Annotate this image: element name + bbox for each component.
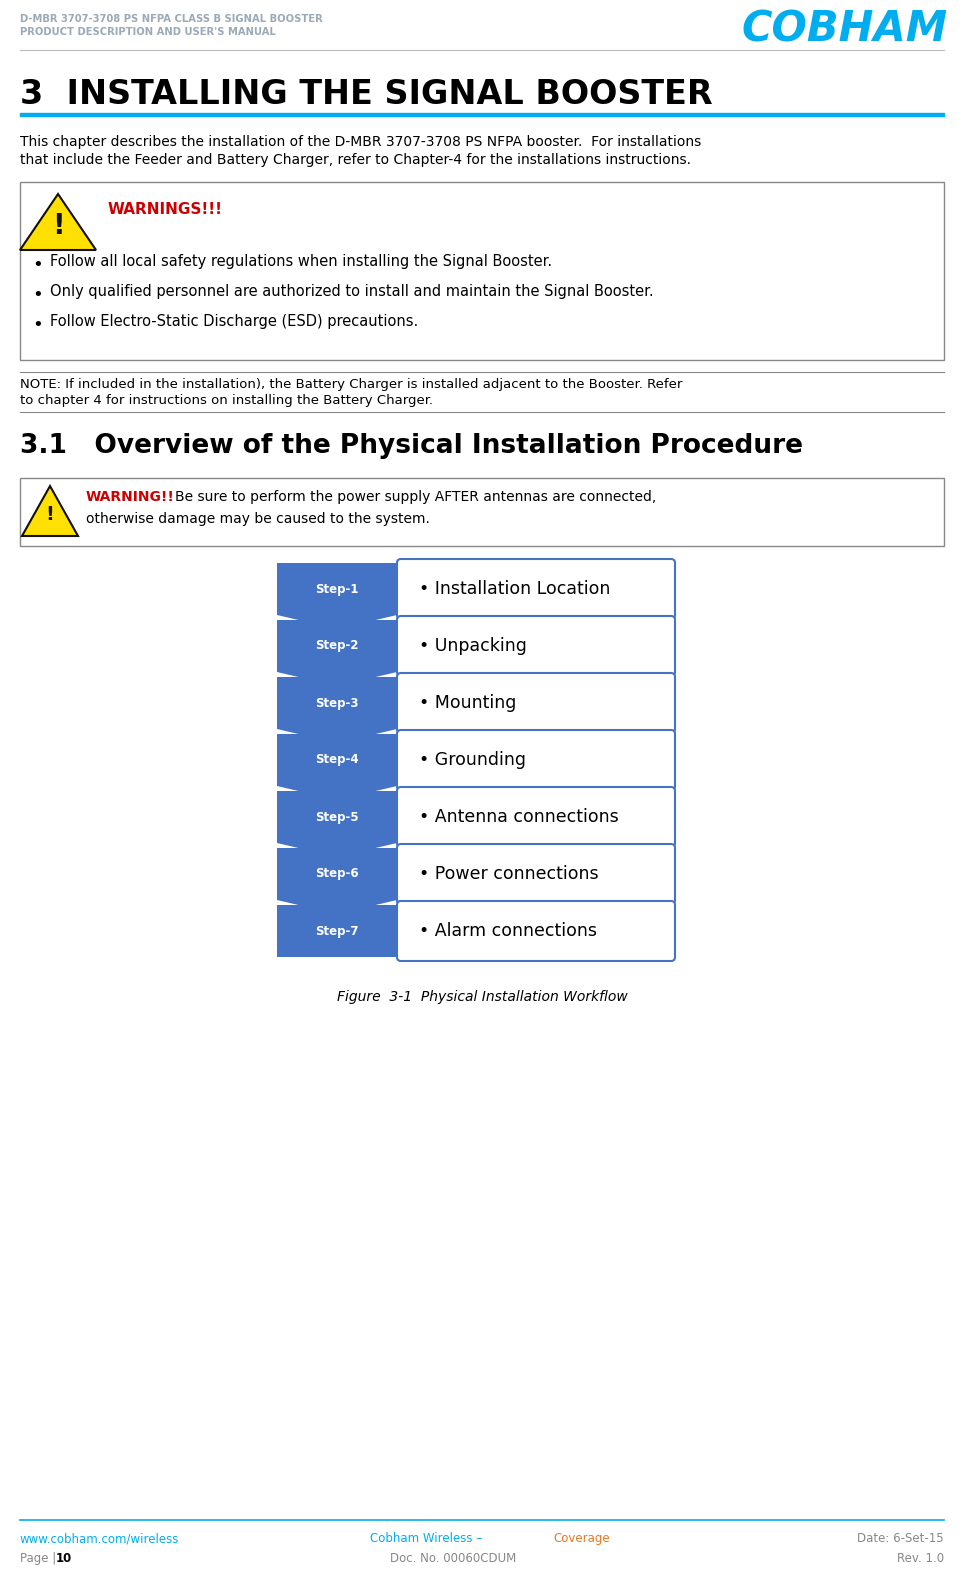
- Text: Follow all local safety regulations when installing the Signal Booster.: Follow all local safety regulations when…: [50, 254, 552, 268]
- Text: D-MBR 3707-3708 PS NFPA CLASS B SIGNAL BOOSTER: D-MBR 3707-3708 PS NFPA CLASS B SIGNAL B…: [20, 14, 323, 24]
- Polygon shape: [277, 904, 397, 958]
- Bar: [20, 182, 944, 360]
- Text: • Antenna connections: • Antenna connections: [419, 809, 619, 826]
- Text: www.cobham.com/wireless: www.cobham.com/wireless: [20, 1532, 179, 1545]
- Text: Step-5: Step-5: [315, 810, 359, 824]
- Text: WARNINGS!!!: WARNINGS!!!: [108, 203, 223, 217]
- FancyBboxPatch shape: [397, 615, 675, 677]
- Polygon shape: [277, 848, 397, 914]
- Text: •: •: [32, 316, 42, 334]
- Text: • Installation Location: • Installation Location: [419, 579, 610, 598]
- Text: Step-3: Step-3: [315, 697, 359, 710]
- Text: • Grounding: • Grounding: [419, 750, 526, 769]
- Text: !: !: [52, 212, 65, 240]
- Polygon shape: [277, 791, 397, 857]
- Text: • Unpacking: • Unpacking: [419, 637, 527, 655]
- Text: Follow Electro-Static Discharge (ESD) precautions.: Follow Electro-Static Discharge (ESD) pr…: [50, 314, 418, 330]
- Text: This chapter describes the installation of the D-MBR 3707-3708 PS NFPA booster. : This chapter describes the installation …: [20, 135, 701, 149]
- FancyBboxPatch shape: [397, 845, 675, 904]
- Text: •: •: [32, 286, 42, 305]
- FancyBboxPatch shape: [397, 730, 675, 790]
- Text: 3.1   Overview of the Physical Installation Procedure: 3.1 Overview of the Physical Installatio…: [20, 433, 803, 458]
- Polygon shape: [277, 620, 397, 686]
- Polygon shape: [277, 677, 397, 743]
- Text: •: •: [32, 256, 42, 275]
- Polygon shape: [22, 487, 78, 535]
- Text: that include the Feeder and Battery Charger, refer to Chapter-4 for the installa: that include the Feeder and Battery Char…: [20, 152, 691, 166]
- FancyBboxPatch shape: [397, 901, 675, 961]
- Text: WARNING!!: WARNING!!: [86, 490, 174, 504]
- Text: Step-7: Step-7: [315, 925, 359, 937]
- Text: Step-4: Step-4: [315, 754, 359, 766]
- Text: Page |: Page |: [20, 1553, 60, 1565]
- Text: 10: 10: [56, 1553, 72, 1565]
- FancyBboxPatch shape: [397, 674, 675, 733]
- Text: otherwise damage may be caused to the system.: otherwise damage may be caused to the sy…: [86, 512, 430, 526]
- Text: • Power connections: • Power connections: [419, 865, 599, 882]
- FancyBboxPatch shape: [397, 559, 675, 619]
- Text: Step-2: Step-2: [315, 639, 359, 653]
- Text: Step-6: Step-6: [315, 868, 359, 881]
- Text: PRODUCT DESCRIPTION AND USER'S MANUAL: PRODUCT DESCRIPTION AND USER'S MANUAL: [20, 27, 276, 38]
- Bar: [20, 477, 944, 546]
- Text: Cobham Wireless –: Cobham Wireless –: [370, 1532, 486, 1545]
- Polygon shape: [277, 564, 397, 630]
- Text: Only qualified personnel are authorized to install and maintain the Signal Boost: Only qualified personnel are authorized …: [50, 284, 654, 298]
- Text: to chapter 4 for instructions on installing the Battery Charger.: to chapter 4 for instructions on install…: [20, 394, 433, 407]
- Text: Doc. No. 00060CDUM: Doc. No. 00060CDUM: [390, 1553, 517, 1565]
- Text: 3  INSTALLING THE SIGNAL BOOSTER: 3 INSTALLING THE SIGNAL BOOSTER: [20, 78, 712, 111]
- Text: Be sure to perform the power supply AFTER antennas are connected,: Be sure to perform the power supply AFTE…: [175, 490, 656, 504]
- Text: Date: 6-Set-15: Date: 6-Set-15: [857, 1532, 944, 1545]
- Bar: [20, 113, 944, 116]
- Polygon shape: [277, 735, 397, 801]
- Text: Rev. 1.0: Rev. 1.0: [897, 1553, 944, 1565]
- Text: !: !: [45, 504, 54, 523]
- Polygon shape: [20, 195, 96, 250]
- Text: NOTE: If included in the installation), the Battery Charger is installed adjacen: NOTE: If included in the installation), …: [20, 378, 683, 391]
- Text: • Alarm connections: • Alarm connections: [419, 922, 597, 940]
- Text: Coverage: Coverage: [553, 1532, 609, 1545]
- Text: COBHAM: COBHAM: [742, 8, 948, 50]
- Text: • Mounting: • Mounting: [419, 694, 517, 713]
- Text: Step-1: Step-1: [315, 582, 359, 595]
- FancyBboxPatch shape: [397, 787, 675, 846]
- Text: Figure  3-1  Physical Installation Workflow: Figure 3-1 Physical Installation Workflo…: [336, 991, 628, 1003]
